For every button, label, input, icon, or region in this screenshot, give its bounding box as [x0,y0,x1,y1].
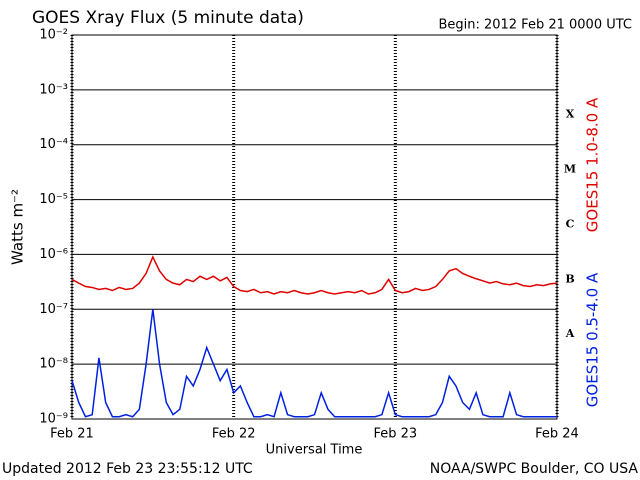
flare-class-label: X [566,108,575,121]
series-line [71,309,557,418]
legend-entry: GOES15 1.0-8.0 A [584,97,602,232]
chart-title: GOES Xray Flux (5 minute data) [32,8,304,28]
footer-left: Updated 2012 Feb 23 23:55:12 UTC [2,461,253,477]
y-tick-label: 10⁻⁵ [39,192,68,207]
flare-class-label: A [565,327,575,340]
x-tick-label: Feb 23 [373,427,417,442]
y-axis-label: Watts m⁻² [9,189,27,265]
y-tick-label: 10⁻² [39,28,68,43]
chart-subtitle: Begin: 2012 Feb 21 0000 UTC [438,18,632,33]
legend-entry: GOES15 0.5-4.0 A [584,272,602,407]
plot-frame [71,34,558,420]
y-tick-label: 10⁻⁹ [39,412,68,427]
flare-class-label: B [565,272,574,285]
y-tick-label: 10⁻⁶ [39,247,68,262]
flare-class-label: C [566,217,575,230]
x-tick-label: Feb 21 [50,427,94,442]
y-tick-label: 10⁻⁴ [39,137,68,152]
x-tick-label: Feb 22 [212,427,256,442]
series-line [71,255,558,295]
flare-class-label: M [564,163,576,176]
y-tick-label: 10⁻⁷ [39,302,68,317]
y-tick-label: 10⁻³ [39,82,68,97]
footer-right: NOAA/SWPC Boulder, CO USA [430,461,639,477]
x-axis-label: Universal Time [266,443,363,458]
y-tick-label: 10⁻⁸ [39,357,68,372]
x-tick-label: Feb 24 [535,427,579,442]
